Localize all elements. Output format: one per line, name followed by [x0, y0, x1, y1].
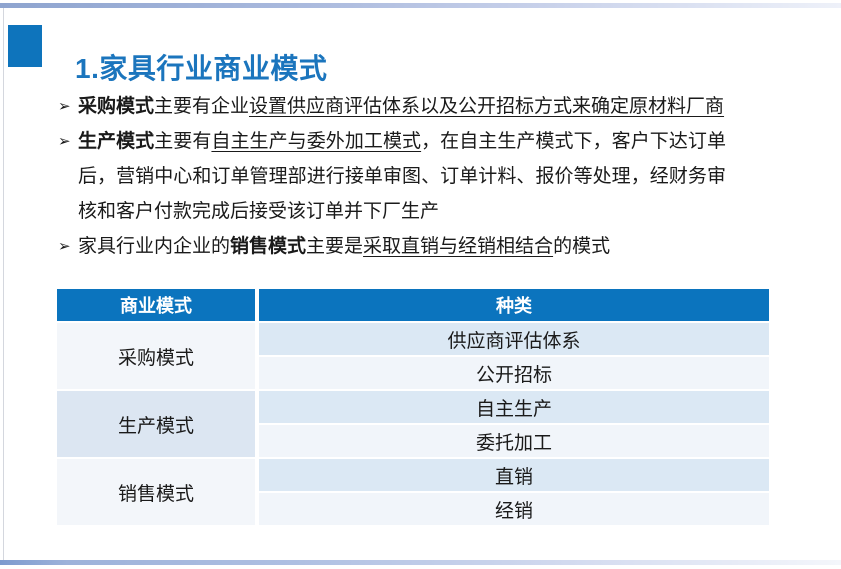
- bullet-arrow-icon: ➢: [58, 133, 71, 150]
- table-cell-kind: 公开招标: [259, 357, 769, 389]
- table-cell-kind: 委托加工: [259, 425, 769, 457]
- bullet-list: ➢ 采购模式主要有企业设置供应商评估体系以及公开招标方式来确定原材料厂商 ➢ 生…: [58, 89, 726, 264]
- bullet-sales-mode: ➢ 家具行业内企业的销售模式主要是采取直销与经销相结合的模式: [58, 229, 726, 264]
- left-border-line: [3, 8, 4, 560]
- page-title: 1.家具行业商业模式: [75, 52, 328, 84]
- table-header-mode: 商业模式: [57, 289, 255, 321]
- bullet-text-segment: 生产模式: [78, 131, 155, 152]
- bullet-text-segment: 采购模式: [78, 96, 155, 117]
- table-cell-mode: 生产模式: [57, 391, 255, 457]
- bullet-text-segment: 主要有企业: [154, 96, 250, 117]
- table-cell-kind: 自主生产: [259, 391, 769, 423]
- top-divider-bar: [0, 3, 841, 8]
- bullet-procurement-mode: ➢ 采购模式主要有企业设置供应商评估体系以及公开招标方式来确定原材料厂商: [58, 89, 726, 124]
- table-header-kind: 种类: [259, 289, 769, 321]
- bullet-production-mode: ➢ 生产模式主要有自主生产与委外加工模式，在自主生产模式下，客户下达订单后，营销…: [58, 124, 726, 229]
- bullet-text-segment: ，在自主生产模式下，客户下达订单后，营销中心和订单管理部进行接单审图、订单计料、…: [78, 131, 726, 222]
- business-model-table: 商业模式 种类 采购模式 供应商评估体系 公开招标 生产模式 自主生产 委托加工…: [57, 289, 769, 525]
- bottom-divider-bar: [0, 560, 841, 565]
- bullet-text-segment: 采取直销与经销相结合: [363, 236, 554, 257]
- table-cell-kind: 经销: [259, 493, 769, 525]
- table-cell-mode: 采购模式: [57, 323, 255, 389]
- title-accent-square: [8, 25, 42, 67]
- bullet-text-segment: 销售模式: [230, 236, 307, 257]
- table-cell-kind: 直销: [259, 459, 769, 491]
- bullet-text-segment: 设置供应商评估体系以及公开招标方式来确定原材料厂商: [249, 96, 725, 117]
- bullet-text-segment: 主要是: [306, 236, 364, 257]
- bullet-text-segment: 的模式: [553, 236, 611, 257]
- bullet-text-segment: 家具行业内企业的: [78, 236, 231, 257]
- table-cell-mode: 销售模式: [57, 459, 255, 525]
- table-cell-kind: 供应商评估体系: [259, 323, 769, 355]
- bullet-text-segment: 主要有: [154, 131, 212, 152]
- bullet-text-segment: 自主生产与委外加工模式: [211, 131, 422, 152]
- bullet-arrow-icon: ➢: [58, 98, 71, 115]
- bullet-arrow-icon: ➢: [58, 238, 71, 255]
